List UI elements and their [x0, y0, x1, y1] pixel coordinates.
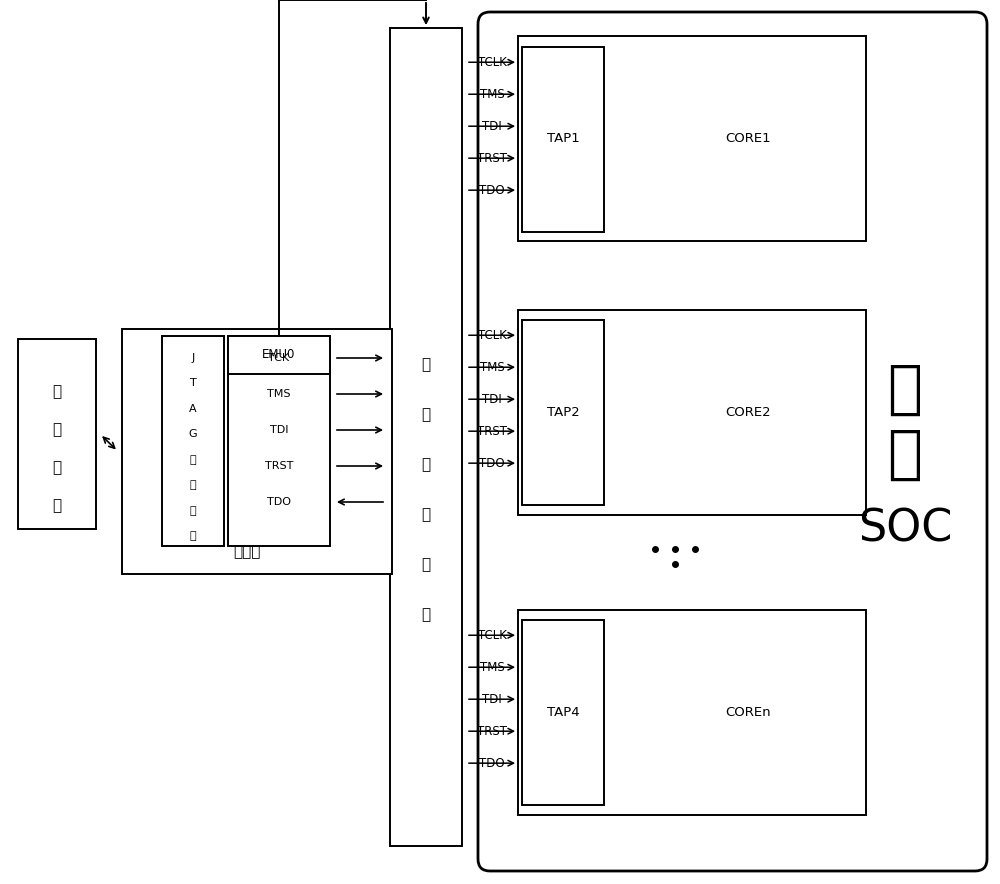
Text: TAP1: TAP1 — [547, 133, 579, 146]
Text: CORE2: CORE2 — [725, 406, 771, 418]
Text: TRST: TRST — [477, 725, 507, 737]
Text: 块: 块 — [421, 607, 431, 622]
Text: 支: 支 — [421, 458, 431, 473]
Text: TAP2: TAP2 — [547, 406, 579, 418]
Text: 仿真器: 仿真器 — [233, 545, 261, 560]
Bar — [522, 47, 604, 232]
Text: 接: 接 — [190, 506, 196, 516]
Text: 件: 件 — [52, 499, 62, 514]
Text: COREn: COREn — [725, 705, 771, 719]
Text: TRST: TRST — [477, 424, 507, 438]
Text: 试: 试 — [190, 481, 196, 491]
FancyBboxPatch shape — [478, 12, 987, 871]
Text: J: J — [191, 353, 195, 363]
Text: TDO: TDO — [267, 497, 291, 507]
Text: TDO: TDO — [479, 757, 505, 770]
Text: 试: 试 — [421, 408, 431, 423]
Text: TCK: TCK — [268, 353, 290, 363]
Text: 试: 试 — [52, 423, 62, 438]
Bar — [518, 309, 866, 514]
Bar — [390, 28, 462, 846]
Text: TRST: TRST — [265, 461, 293, 471]
Text: 模: 模 — [421, 558, 431, 573]
Text: 多: 多 — [888, 361, 923, 417]
Text: TMS: TMS — [480, 660, 504, 674]
Text: 核: 核 — [888, 425, 923, 483]
Text: TDO: TDO — [479, 184, 505, 196]
Text: TDI: TDI — [270, 425, 288, 435]
Bar — [522, 620, 604, 804]
Text: 口: 口 — [190, 531, 196, 542]
Text: TCLK: TCLK — [478, 629, 506, 642]
Text: 调: 调 — [421, 357, 431, 372]
Text: T: T — [190, 378, 196, 388]
Text: TMS: TMS — [267, 389, 291, 399]
Text: TRST: TRST — [477, 152, 507, 164]
Bar — [162, 336, 224, 546]
Bar — [228, 336, 330, 374]
Bar — [518, 609, 866, 814]
Text: TDI: TDI — [482, 392, 502, 406]
Bar — [18, 339, 96, 529]
Bar — [518, 36, 866, 241]
Text: SOC: SOC — [858, 507, 952, 551]
Text: 调: 调 — [190, 455, 196, 465]
Text: TDI: TDI — [482, 693, 502, 705]
Text: A: A — [189, 404, 197, 414]
Text: EMU0: EMU0 — [262, 348, 296, 362]
Text: G: G — [189, 430, 197, 439]
Text: 持: 持 — [421, 507, 431, 522]
Bar — [228, 336, 330, 546]
Text: TCLK: TCLK — [478, 56, 506, 69]
Text: TMS: TMS — [480, 361, 504, 374]
Text: TDI: TDI — [482, 119, 502, 133]
Bar — [122, 329, 392, 574]
Bar — [522, 319, 604, 505]
Text: TAP4: TAP4 — [547, 705, 579, 719]
Text: TDO: TDO — [479, 457, 505, 469]
Text: 调: 调 — [52, 385, 62, 400]
Text: 软: 软 — [52, 461, 62, 476]
Text: TCLK: TCLK — [478, 329, 506, 342]
Text: CORE1: CORE1 — [725, 133, 771, 146]
Text: TMS: TMS — [480, 88, 504, 101]
